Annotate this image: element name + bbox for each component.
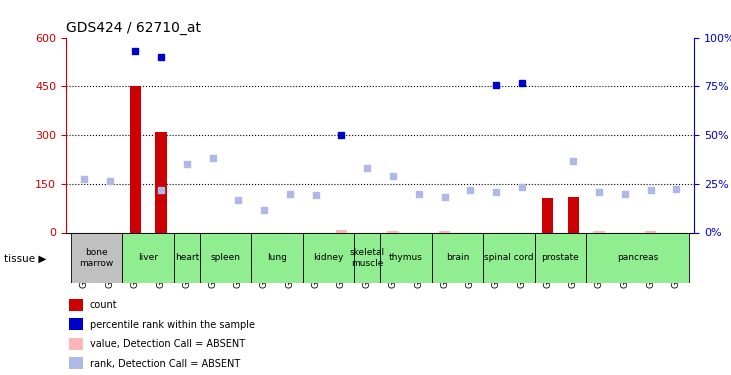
Bar — [69, 338, 83, 350]
Text: pancreas: pancreas — [617, 254, 659, 262]
Bar — [387, 231, 399, 232]
Bar — [439, 231, 450, 232]
Bar — [483, 232, 534, 283]
Bar — [380, 232, 431, 283]
Text: bone
marrow: bone marrow — [80, 248, 114, 267]
Bar — [586, 232, 689, 283]
Text: kidney: kidney — [314, 254, 344, 262]
Bar — [303, 232, 355, 283]
Text: rank, Detection Call = ABSENT: rank, Detection Call = ABSENT — [90, 359, 240, 369]
Text: skeletal
muscle: skeletal muscle — [349, 248, 385, 267]
Bar — [129, 86, 141, 232]
Text: brain: brain — [446, 254, 469, 262]
Bar — [69, 298, 83, 310]
Bar — [431, 232, 483, 283]
Text: thymus: thymus — [389, 254, 423, 262]
Bar — [174, 232, 200, 283]
Bar — [251, 232, 303, 283]
Bar — [71, 232, 123, 283]
Text: percentile rank within the sample: percentile rank within the sample — [90, 320, 254, 330]
Text: heart: heart — [175, 254, 199, 262]
Text: spleen: spleen — [211, 254, 240, 262]
Bar — [69, 318, 83, 330]
Bar — [123, 232, 174, 283]
Text: spinal cord: spinal cord — [484, 254, 534, 262]
Bar — [69, 357, 83, 369]
Bar — [534, 232, 586, 283]
Text: lung: lung — [267, 254, 287, 262]
Bar — [542, 198, 553, 232]
Bar — [200, 232, 251, 283]
Bar — [594, 231, 605, 232]
Text: GDS424 / 62710_at: GDS424 / 62710_at — [66, 21, 201, 35]
Text: tissue ▶: tissue ▶ — [4, 254, 46, 264]
Bar — [336, 230, 347, 232]
Text: count: count — [90, 300, 117, 310]
Text: liver: liver — [138, 254, 158, 262]
Bar — [567, 197, 579, 232]
Bar — [355, 232, 380, 283]
Bar — [155, 132, 167, 232]
Text: prostate: prostate — [542, 254, 580, 262]
Bar — [645, 231, 656, 232]
Text: value, Detection Call = ABSENT: value, Detection Call = ABSENT — [90, 339, 245, 349]
